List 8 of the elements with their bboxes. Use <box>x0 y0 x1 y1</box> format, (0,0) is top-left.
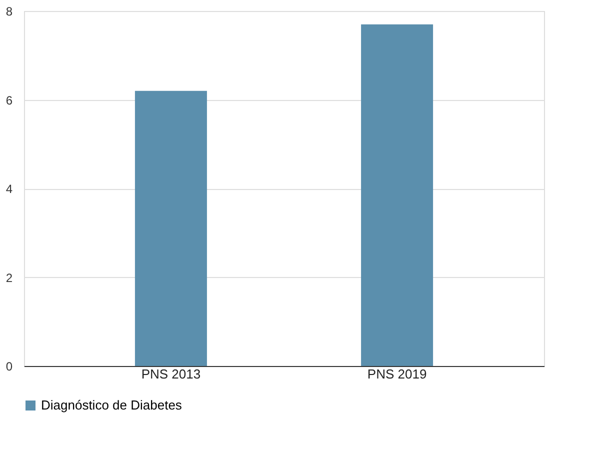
x-tick-label: PNS 2013 <box>141 366 201 382</box>
legend-label: Diagnóstico de Diabetes <box>41 398 182 412</box>
x-tick-label: PNS 2019 <box>367 366 427 382</box>
y-tick-label: 4 <box>6 182 13 196</box>
y-tick-label: 0 <box>6 360 13 374</box>
y-tick-label: 8 <box>6 4 13 18</box>
y-tick-label: 6 <box>6 93 13 108</box>
y-tick-label: 2 <box>6 270 13 285</box>
